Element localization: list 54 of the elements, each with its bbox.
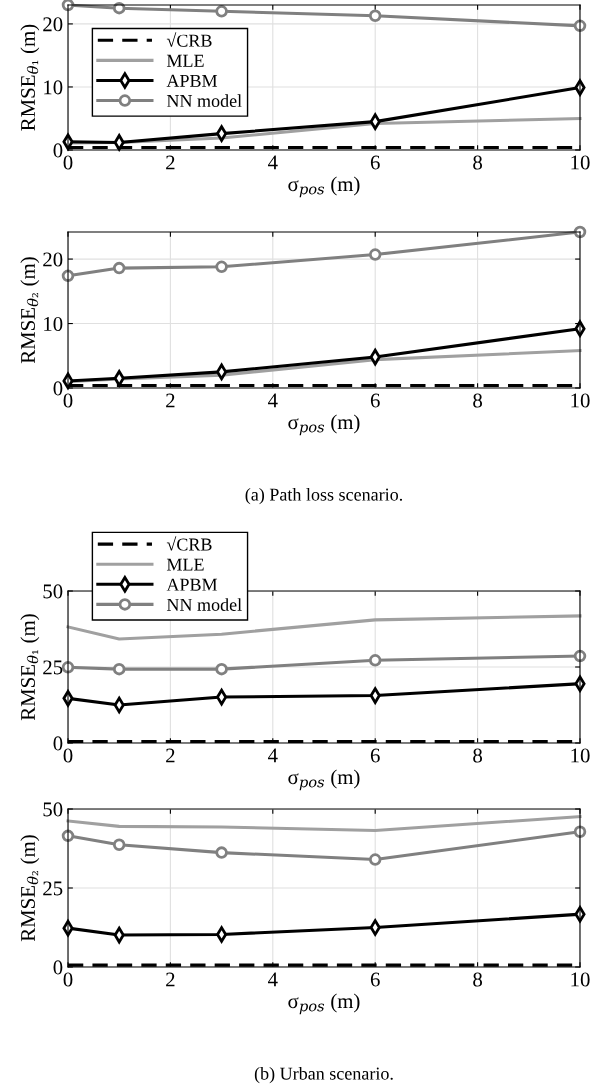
y-tick-label: 25 bbox=[43, 660, 63, 675]
x-tick-label: 2 bbox=[166, 393, 175, 408]
y-axis-title: RMSE$_{θ₂}$ (m) bbox=[20, 257, 40, 364]
x-axis-title: σ$_{pos}$ (m) bbox=[288, 993, 360, 1015]
y-tick-label: 10 bbox=[44, 80, 63, 95]
text: (b) Urban scenario. bbox=[254, 1067, 393, 1084]
x-axis-title: σ$_{pos}$ (m) bbox=[288, 414, 360, 436]
x-tick-label: 10 bbox=[571, 155, 590, 170]
y-axis-title: RMSE$_{θ₂}$ (m) bbox=[20, 835, 40, 942]
x-tick-label: 0 bbox=[63, 393, 73, 408]
x-tick-label: 2 bbox=[166, 155, 175, 170]
x-tick-label: 4 bbox=[268, 748, 278, 763]
x-tick-label: 0 bbox=[63, 155, 73, 170]
x-tick-label: 6 bbox=[370, 748, 380, 763]
legend-label: NN model bbox=[166, 598, 242, 611]
y-axis-title: RMSE$_{θ₁}$ (m) bbox=[20, 24, 40, 131]
x-tick-label: 4 bbox=[268, 972, 278, 987]
x-tick-label: 6 bbox=[370, 972, 380, 987]
y-tick-label: 20 bbox=[43, 17, 63, 32]
y-tick-label: 0 bbox=[53, 381, 63, 396]
x-tick-label: 6 bbox=[370, 393, 380, 408]
x-tick-label: 2 bbox=[166, 972, 175, 987]
y-tick-label: 0 bbox=[53, 736, 63, 751]
x-tick-label: 8 bbox=[473, 972, 483, 987]
x-tick-label: 10 bbox=[571, 393, 590, 408]
y-tick-label: 0 bbox=[53, 143, 63, 158]
y-tick-label: 50 bbox=[43, 802, 63, 817]
y-tick-label: 0 bbox=[53, 960, 63, 975]
x-tick-label: 0 bbox=[63, 972, 73, 987]
y-axis-title: RMSE$_{θ₁}$ (m) bbox=[20, 614, 40, 721]
y-tick-label: 50 bbox=[43, 584, 63, 599]
x-tick-label: 8 bbox=[473, 155, 483, 170]
legend-label: MLE bbox=[166, 54, 204, 67]
text: (a) Path loss scenario. bbox=[245, 488, 403, 505]
legend-label: NN model bbox=[166, 94, 242, 108]
x-tick-label: 8 bbox=[473, 748, 483, 763]
x-tick-label: 10 bbox=[571, 748, 590, 763]
y-tick-label: 20 bbox=[43, 252, 63, 267]
x-axis-title: σ$_{pos}$ (m) bbox=[288, 176, 360, 198]
legend-label: MLE bbox=[166, 558, 204, 571]
legend-label: APBM bbox=[166, 74, 218, 87]
x-tick-label: 4 bbox=[268, 393, 278, 408]
y-tick-label: 25 bbox=[43, 881, 63, 896]
x-tick-label: 0 bbox=[63, 748, 73, 763]
legend-label: APBM bbox=[166, 578, 218, 591]
x-axis-title: σ$_{pos}$ (m) bbox=[288, 769, 360, 791]
x-tick-label: 8 bbox=[473, 393, 483, 408]
x-tick-label: 4 bbox=[268, 155, 278, 170]
x-tick-label: 10 bbox=[571, 972, 590, 987]
y-tick-label: 10 bbox=[44, 316, 63, 331]
legend-label: √CRB bbox=[166, 32, 212, 47]
x-tick-label: 6 bbox=[370, 155, 380, 170]
legend-label: √CRB bbox=[166, 536, 212, 551]
x-tick-label: 2 bbox=[166, 748, 175, 763]
